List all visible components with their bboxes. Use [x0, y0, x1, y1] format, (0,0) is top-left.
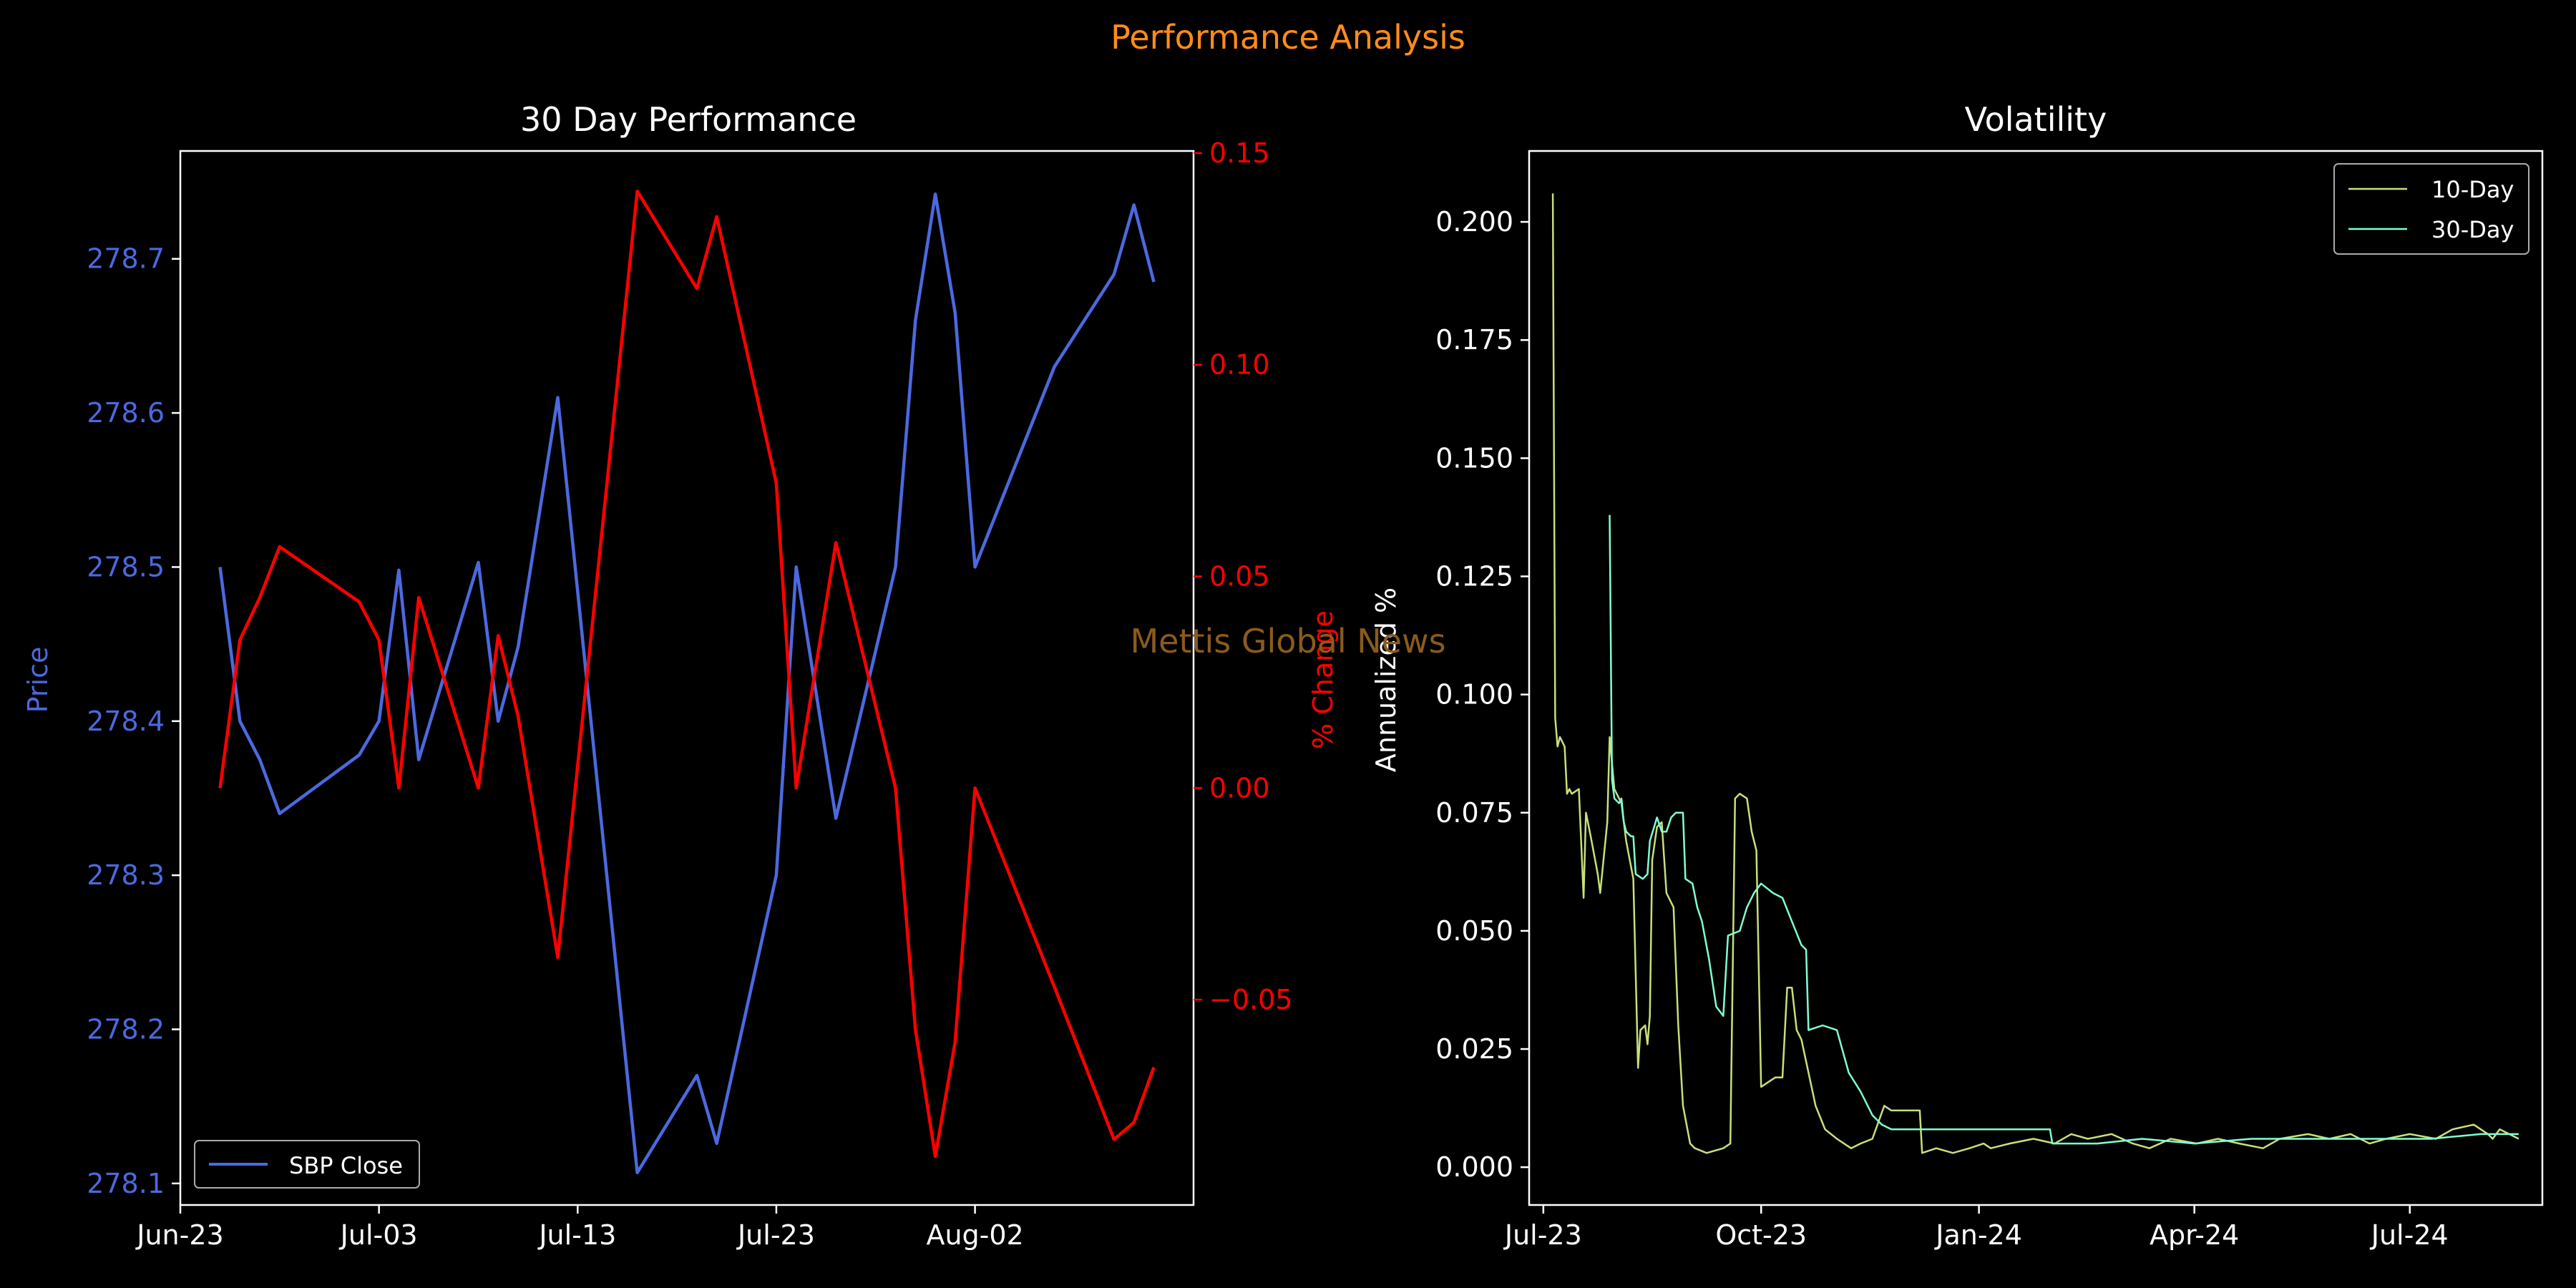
- volatility-chart: Volatility Jul-23 Oct-23 Jan-24 Apr-24 Jul-2…: [1370, 100, 2544, 1251]
- x-tick-label: Aug-02: [926, 1219, 1023, 1251]
- y-tick-label: 278.5: [87, 551, 165, 582]
- legend-label-sbp-close: SBP Close: [289, 1152, 403, 1179]
- y-tick-label: 0.100: [1435, 679, 1513, 711]
- y-tick-label: 0.000: [1435, 1151, 1513, 1183]
- y-tick-label: 0.050: [1435, 915, 1513, 947]
- performance-y-axis-right: −0.05 0.00 0.05 0.10 0.15: [1194, 137, 1292, 1015]
- y-tick-label: 278.1: [87, 1168, 165, 1199]
- x-tick-label: Jul-13: [537, 1219, 616, 1251]
- y-tick-label: 0.150: [1435, 442, 1513, 474]
- y-tick-label: 0.200: [1435, 206, 1513, 238]
- volatility-title: Volatility: [1965, 100, 2107, 139]
- x-tick-label: Jul-24: [2370, 1219, 2449, 1251]
- volatility-legend-box: [2333, 163, 2529, 255]
- volatility-legend: 10-Day 30-Day: [2333, 163, 2529, 255]
- y-tick-label: 0.075: [1435, 797, 1513, 829]
- performance-frame: [179, 150, 1195, 1206]
- price-axis-label: Price: [22, 647, 54, 713]
- volatility-frame: [1528, 150, 2544, 1206]
- y-tick-label: 0.125: [1435, 560, 1513, 592]
- performance-legend: SBP Close: [194, 1140, 420, 1189]
- watermark: Mettis Global News: [1130, 622, 1445, 660]
- series-line-10-day: [1551, 193, 2519, 1154]
- x-tick-label: Jul-23: [1503, 1219, 1582, 1251]
- x-tick-label: Oct-23: [1715, 1219, 1807, 1251]
- y-tick-label: 278.6: [87, 397, 165, 429]
- performance-series: [218, 189, 1156, 1175]
- legend-label-30-day: 30-Day: [2431, 216, 2514, 243]
- annualized-axis-label: Annualized %: [1370, 587, 1402, 772]
- performance-title: 30 Day Performance: [520, 100, 857, 139]
- y-right-tick-label: 0.05: [1209, 561, 1270, 592]
- x-tick-label: Jun-23: [135, 1219, 223, 1251]
- x-tick-label: Jul-23: [736, 1219, 815, 1251]
- performance-legend-box: [194, 1140, 420, 1189]
- y-right-tick-label: 0.10: [1209, 349, 1270, 381]
- performance-x-axis: Jun-23 Jul-03 Jul-13 Jul-23 Aug-02: [135, 1205, 1024, 1251]
- y-right-tick-label: 0.15: [1209, 137, 1270, 169]
- series-line-pct-change: [218, 189, 1156, 1158]
- performance-chart: 30 Day Performance Jun-23 Jul-03 Jul-13 Jul…: [22, 100, 1339, 1251]
- y-right-tick-label: −0.05: [1209, 984, 1292, 1015]
- series-line-30-day: [1609, 514, 2519, 1145]
- series-line-sbp-close: [218, 192, 1156, 1175]
- y-tick-label: 278.3: [87, 859, 165, 891]
- x-tick-label: Jul-03: [339, 1219, 418, 1251]
- figure-suptitle: Performance Analysis: [1111, 18, 1465, 57]
- x-tick-label: Apr-24: [2150, 1219, 2239, 1251]
- y-tick-label: 0.025: [1435, 1033, 1513, 1065]
- x-tick-label: Jan-24: [1934, 1219, 2022, 1251]
- y-tick-label: 0.175: [1435, 324, 1513, 356]
- y-tick-label: 278.2: [87, 1014, 165, 1045]
- volatility-x-axis: Jul-23 Oct-23 Jan-24 Apr-24 Jul-24: [1503, 1205, 2449, 1251]
- y-tick-label: 278.4: [87, 706, 165, 737]
- y-tick-label: 278.7: [87, 243, 165, 275]
- legend-label-10-day: 10-Day: [2431, 176, 2514, 203]
- y-right-tick-label: 0.00: [1209, 772, 1270, 804]
- volatility-series: [1551, 193, 2519, 1154]
- volatility-y-axis: 0.000 0.025 0.050 0.075 0.100 0.125 0.150 0.175…: [1435, 206, 1529, 1183]
- performance-y-axis: 278.1 278.2 278.3 278.4 278.5 278.6 278.7: [87, 243, 180, 1199]
- pct-change-axis-label: % Change: [1307, 610, 1339, 749]
